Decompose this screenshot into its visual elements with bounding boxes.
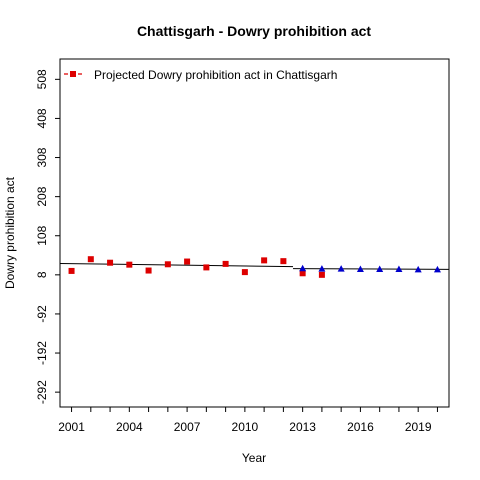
observed-point (299, 270, 306, 277)
observed-point (261, 257, 268, 264)
y-axis: -292 -192 -92 8 108 208 308 408 508 (35, 69, 60, 404)
projected-point (356, 265, 364, 272)
x-tick-label: 2007 (174, 420, 201, 434)
observed-point (203, 264, 210, 271)
trend-line-1 (293, 268, 450, 270)
legend-square-marker (70, 71, 76, 77)
projected-point (376, 265, 384, 272)
observed-point (145, 267, 152, 274)
x-tick-label: 2016 (347, 420, 374, 434)
observed-point (241, 269, 248, 276)
y-tick-label: 208 (35, 186, 49, 206)
x-axis-label: Year (242, 451, 266, 465)
observed-point (280, 258, 287, 265)
y-tick-label: -192 (35, 341, 49, 365)
x-tick-label: 2010 (232, 420, 259, 434)
projected-point (337, 265, 345, 272)
projected-point (299, 264, 307, 272)
projected-point (318, 265, 326, 272)
legend: Projected Dowry prohibition act in Chatt… (64, 68, 337, 82)
y-tick-label: 508 (35, 69, 49, 89)
y-tick-label: -92 (35, 305, 49, 323)
chart-title: Chattisgarh - Dowry prohibition act (137, 23, 371, 39)
observed-point (87, 256, 94, 263)
x-tick-label: 2013 (289, 420, 316, 434)
observed-point (164, 261, 171, 268)
y-tick-label: 308 (35, 147, 49, 167)
observed-point (107, 259, 114, 266)
observed-point (222, 260, 229, 267)
y-tick-label: 108 (35, 225, 49, 245)
projected-point (433, 265, 441, 273)
y-tick-label: 8 (35, 271, 49, 278)
plot-frame (59, 58, 450, 408)
observed-point (126, 261, 133, 268)
plot-content (59, 256, 450, 278)
observed-point (68, 267, 75, 274)
y-tick-label: -292 (35, 380, 49, 404)
x-tick-label: 2019 (405, 420, 432, 434)
trend-line-0 (59, 262, 294, 268)
x-tick-label: 2001 (58, 420, 85, 434)
projected-point (395, 265, 403, 272)
y-tick-label: 408 (35, 108, 49, 128)
legend-label: Projected Dowry prohibition act in Chatt… (94, 68, 337, 82)
projected-point (414, 265, 422, 273)
x-tick-label: 2004 (116, 420, 143, 434)
y-axis-label: Dowry prohibition act (3, 176, 17, 289)
observed-point (318, 271, 325, 278)
x-axis: 2001 2004 2007 2010 2013 2016 2019 (58, 407, 438, 434)
observed-point (184, 258, 191, 265)
